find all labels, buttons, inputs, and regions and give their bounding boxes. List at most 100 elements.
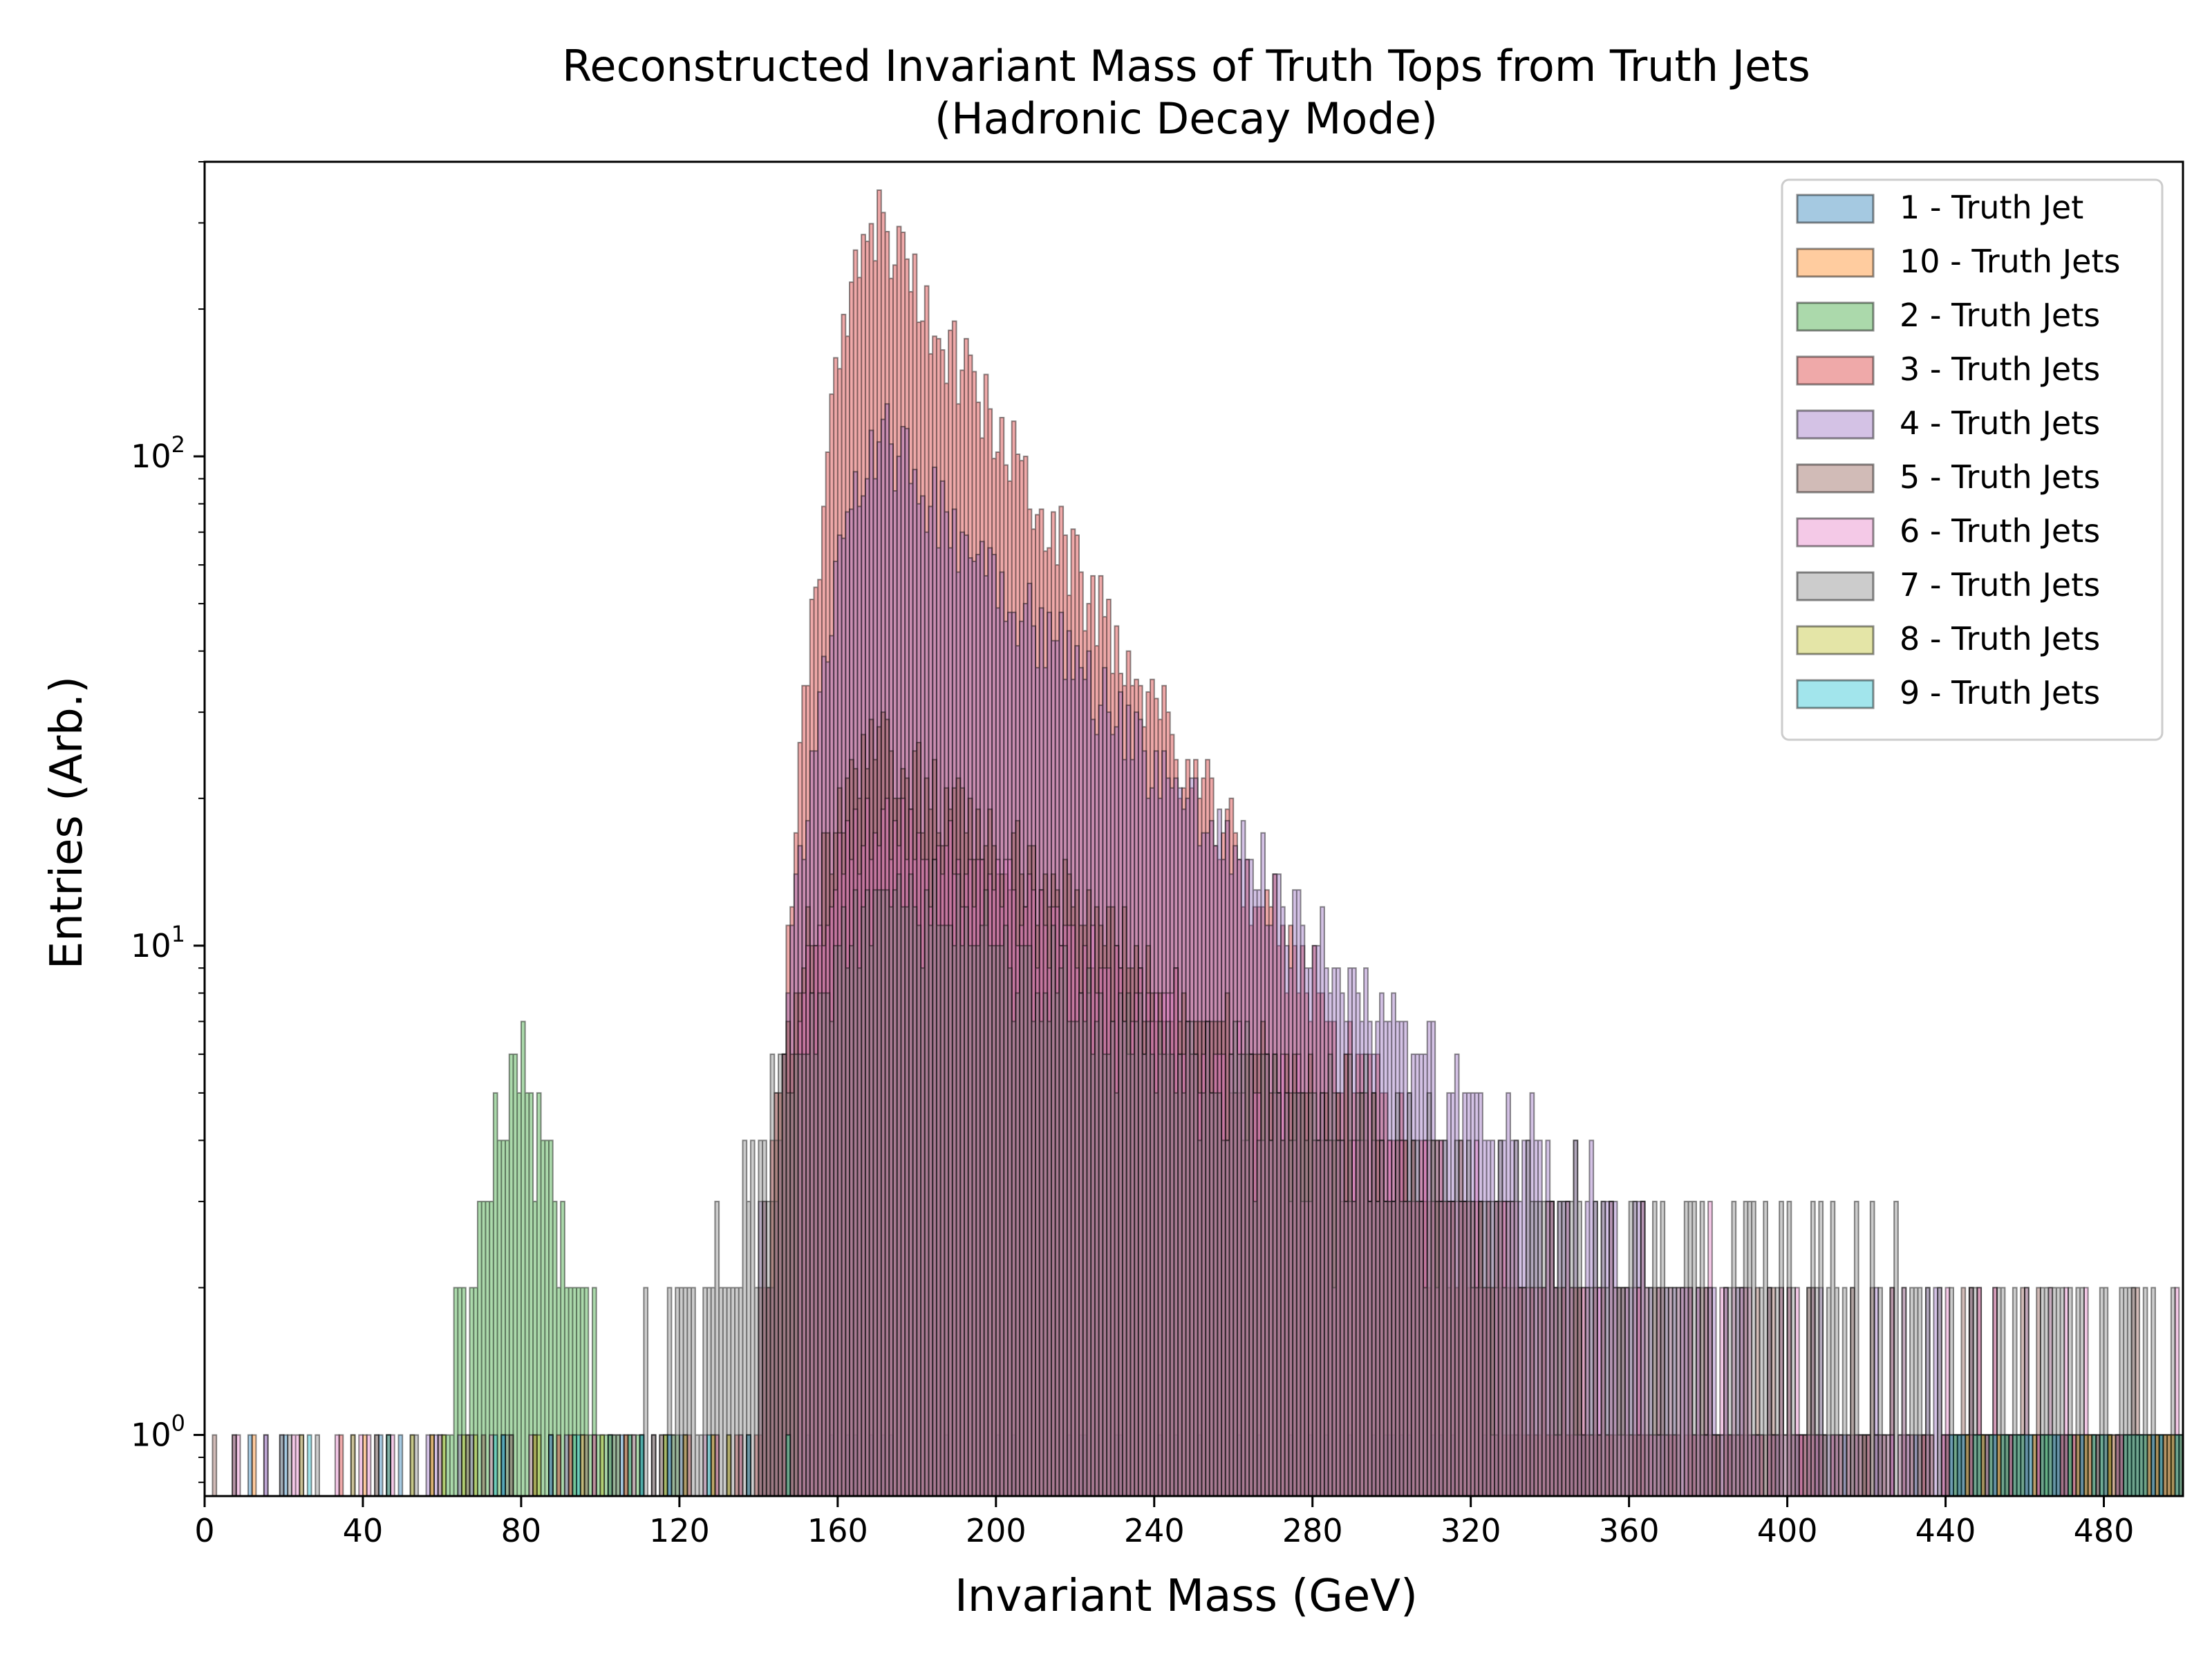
- histogram-bar: [2092, 1435, 2097, 1496]
- histogram-bar: [2092, 1435, 2097, 1496]
- histogram-bar: [1122, 906, 1127, 1496]
- histogram-bar: [2064, 1435, 2068, 1496]
- histogram-bar: [1973, 1435, 1978, 1496]
- histogram-bar: [2068, 1435, 2072, 1496]
- histogram-bar: [687, 1287, 692, 1496]
- histogram-bar: [362, 1435, 367, 1496]
- histogram-bar: [960, 370, 964, 1496]
- histogram-bar: [1174, 968, 1179, 1496]
- histogram-bar: [1312, 1092, 1317, 1496]
- histogram-bar: [1020, 874, 1024, 1496]
- histogram-bar: [2159, 1435, 2164, 1496]
- histogram-bar: [1739, 1287, 1744, 1496]
- histogram-bar: [2155, 1435, 2159, 1496]
- histogram-bar: [1146, 691, 1151, 1496]
- histogram-bar: [1288, 1092, 1293, 1496]
- histogram-bar: [1530, 1287, 1535, 1496]
- histogram-bar: [568, 1435, 573, 1496]
- histogram-bar: [892, 890, 897, 1496]
- histogram-bar: [1541, 1287, 1546, 1496]
- histogram-bar: [1953, 1435, 1958, 1496]
- histogram-bar: [1573, 1140, 1578, 1496]
- histogram-bar: [608, 1435, 612, 1496]
- histogram-bar: [2179, 1435, 2183, 1496]
- histogram-bar: [837, 787, 842, 1496]
- histogram-bar: [1000, 874, 1004, 1496]
- histogram-bar: [809, 751, 814, 1496]
- histogram-bar: [1945, 1435, 1950, 1496]
- histogram-bar: [1550, 1201, 1554, 1496]
- histogram-bar: [635, 1435, 640, 1496]
- histogram-bar: [1755, 1435, 1760, 1496]
- histogram-bar: [1640, 1201, 1645, 1496]
- histogram-bar: [1403, 1201, 1408, 1496]
- histogram-bar: [525, 1092, 529, 1496]
- histogram-bar: [1514, 1435, 1519, 1496]
- histogram-bar: [2108, 1435, 2112, 1496]
- histogram-bar: [580, 1435, 585, 1496]
- histogram-bar: [1589, 1435, 1594, 1496]
- histogram-bar: [2068, 1435, 2072, 1496]
- histogram-bar: [1213, 846, 1218, 1496]
- histogram-bar: [2060, 1287, 2065, 1496]
- histogram-bar: [1569, 1287, 1574, 1496]
- histogram-bar: [1989, 1435, 1994, 1496]
- histogram-bar: [1229, 1054, 1234, 1496]
- histogram-bar: [1031, 846, 1036, 1496]
- histogram-bar: [1550, 1435, 1554, 1496]
- histogram-bar: [1174, 1092, 1179, 1496]
- histogram-bar: [1351, 1201, 1356, 1496]
- histogram-bar: [1732, 1435, 1736, 1496]
- histogram-bar: [1791, 1435, 1796, 1496]
- histogram-bar: [1190, 1021, 1194, 1496]
- histogram-bar: [477, 1201, 482, 1496]
- histogram-bar: [2012, 1435, 2017, 1496]
- histogram-bar: [1989, 1435, 1994, 1496]
- histogram-bar: [731, 1287, 735, 1496]
- histogram-step-outline: [306, 1434, 2184, 1496]
- histogram-bar: [2021, 1435, 2025, 1496]
- histogram-bar: [1704, 1435, 1709, 1496]
- histogram-bar: [992, 458, 996, 1497]
- histogram-bar: [1965, 1435, 1969, 1496]
- histogram-bar: [1027, 945, 1032, 1496]
- histogram-bar: [378, 1435, 383, 1496]
- histogram-bar: [462, 1287, 466, 1496]
- histogram-bar: [1969, 1435, 1974, 1496]
- histogram-bar: [1727, 1435, 1732, 1496]
- histogram-bar: [2060, 1435, 2065, 1496]
- histogram-bar: [2076, 1435, 2081, 1496]
- histogram-bar: [1993, 1435, 1997, 1496]
- histogram-bar: [1518, 1435, 1523, 1496]
- histogram-bar: [1466, 1140, 1471, 1496]
- histogram-bar: [1506, 1092, 1510, 1496]
- histogram-bar: [1241, 1140, 1246, 1496]
- histogram-bar: [1688, 1435, 1693, 1496]
- histogram-bar: [2175, 1435, 2180, 1496]
- histogram-bar: [600, 1435, 605, 1496]
- histogram-bar: [2175, 1435, 2180, 1496]
- histogram-bar: [2131, 1435, 2136, 1496]
- histogram-bar: [2009, 1435, 2013, 1496]
- histogram-bar: [529, 1435, 534, 1496]
- histogram-bar: [1118, 1435, 1123, 1496]
- histogram-bar: [1466, 1287, 1471, 1496]
- histogram-bar: [2076, 1435, 2081, 1496]
- histogram-bar: [2036, 1435, 2041, 1496]
- histogram-bar: [1996, 1287, 2001, 1496]
- histogram-bar: [1229, 1054, 1234, 1496]
- histogram-bar: [1550, 1201, 1554, 1496]
- histogram-bar: [1004, 621, 1008, 1496]
- histogram-bar: [818, 945, 822, 1496]
- histogram-bar: [1328, 1140, 1333, 1496]
- histogram-bar: [699, 1435, 704, 1496]
- histogram-bar: [1925, 1287, 1930, 1496]
- histogram-bar: [1293, 890, 1297, 1496]
- histogram-bar: [252, 1435, 256, 1496]
- histogram-bar: [809, 599, 814, 1496]
- histogram-bar: [414, 1435, 419, 1496]
- histogram-bar: [1981, 1435, 1985, 1496]
- histogram-bar: [1981, 1435, 1985, 1496]
- histogram-bar: [1474, 1140, 1479, 1496]
- histogram-bar: [1562, 1287, 1566, 1496]
